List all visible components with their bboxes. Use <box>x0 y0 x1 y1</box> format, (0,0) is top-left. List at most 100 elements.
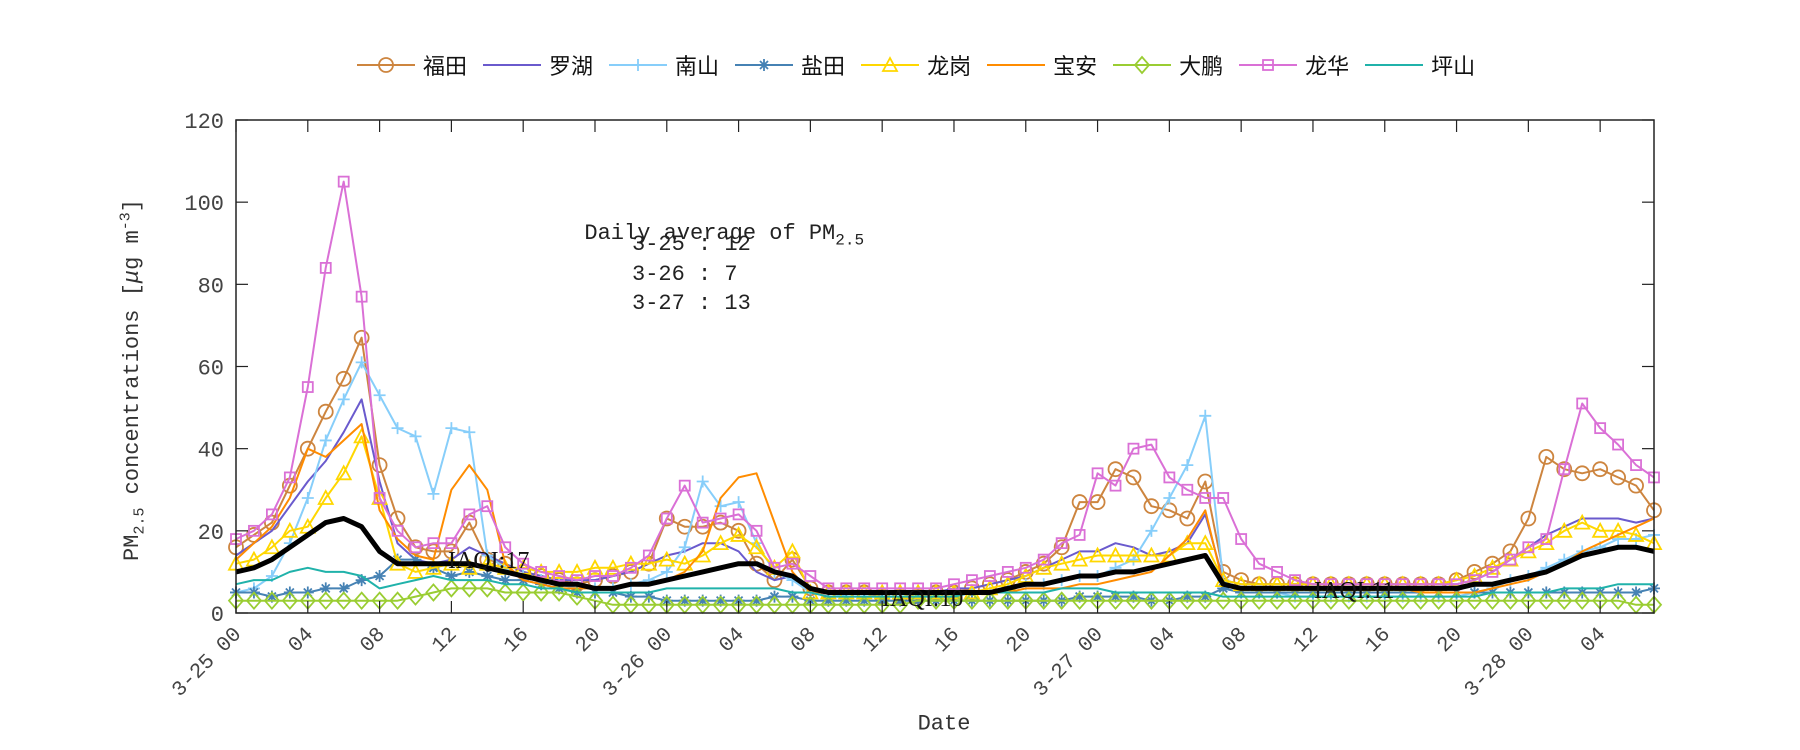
square-marker <box>499 541 512 554</box>
circle-marker <box>353 329 370 346</box>
square-marker <box>714 512 727 525</box>
square-marker <box>481 500 494 513</box>
legend-label: 宝安 <box>1053 55 1098 80</box>
star-marker <box>696 594 709 607</box>
x-tick-label: 16 <box>1362 624 1396 658</box>
square-marker <box>283 471 296 484</box>
star-marker <box>750 594 763 607</box>
x-tick-label: 08 <box>1218 624 1252 658</box>
square-marker <box>248 524 260 537</box>
star-marker <box>758 59 771 71</box>
y-label-close: ] <box>119 199 145 213</box>
star-marker <box>1630 586 1643 599</box>
square-marker <box>445 537 458 550</box>
square-marker <box>265 508 278 521</box>
circle-marker <box>1089 494 1106 510</box>
series-龙华 <box>230 175 1660 595</box>
x-tick-label: 04 <box>1146 624 1180 658</box>
square-marker <box>337 175 350 188</box>
square-marker <box>732 508 745 521</box>
legend-swatch-icon <box>357 57 415 73</box>
circle-marker <box>1053 539 1070 556</box>
square-marker <box>1522 541 1535 554</box>
legend-swatch-icon <box>483 64 542 66</box>
plot-series-group <box>227 175 1663 615</box>
legend-swatch-icon <box>609 59 668 71</box>
square-marker <box>642 549 655 562</box>
diamond-marker <box>425 583 442 602</box>
square-marker <box>750 524 763 537</box>
x-tick-label: 3-28 00 <box>1461 624 1540 703</box>
square-marker <box>1289 574 1301 587</box>
plus-marker <box>463 426 476 439</box>
diamond-marker <box>1412 591 1429 611</box>
triangle-marker <box>748 538 766 555</box>
square-marker <box>427 537 440 550</box>
legend-swatch-icon <box>1113 55 1172 75</box>
triangle-marker <box>1089 546 1107 563</box>
diamond-marker <box>1358 591 1376 611</box>
square-marker <box>1037 553 1050 566</box>
square-marker <box>678 479 691 492</box>
square-marker <box>1235 533 1248 545</box>
square-marker <box>535 566 548 578</box>
plus-marker <box>427 487 440 500</box>
circle-marker <box>730 522 747 539</box>
square-marker <box>553 570 565 582</box>
circle-marker <box>1143 498 1160 515</box>
circle-marker <box>1556 461 1573 478</box>
circle-marker <box>712 514 729 531</box>
legend: 福田 罗湖 南山 盐田 龙岗 宝安 大鹏 龙华 坪山 <box>355 48 1489 82</box>
triangle-marker <box>568 563 586 579</box>
star-marker <box>1073 590 1086 603</box>
plus-marker <box>391 422 404 435</box>
circle-marker <box>1520 510 1537 527</box>
diamond-marker <box>1143 591 1160 611</box>
plus-marker <box>660 565 673 578</box>
triangle-marker <box>1609 521 1627 538</box>
square-marker <box>1217 492 1230 504</box>
star-marker <box>1091 590 1104 603</box>
plus-marker <box>373 389 386 402</box>
plus-marker <box>319 434 332 447</box>
daily-average-3-27: 3-27 : 13 <box>632 291 751 316</box>
square-marker <box>696 516 709 529</box>
y-tick-label: 120 <box>184 110 224 135</box>
diamond-marker <box>909 591 927 611</box>
x-tick-label: 16 <box>931 624 965 658</box>
diamond-marker <box>1502 591 1519 611</box>
diamond-marker <box>1179 591 1196 611</box>
x-tick-label: 20 <box>1003 624 1037 658</box>
square-marker <box>319 261 332 274</box>
diamond-marker <box>999 591 1017 611</box>
legend-swatch-icon <box>1239 59 1298 71</box>
x-tick-label: 08 <box>787 624 821 658</box>
x-tick-label: 04 <box>715 624 749 658</box>
circle-marker <box>1538 448 1555 465</box>
triangle-marker <box>1501 550 1519 567</box>
star-marker <box>822 594 835 607</box>
diamond-marker <box>1286 591 1304 611</box>
y-axis: 0 20 40 60 80 100 120 <box>184 110 1654 628</box>
square-marker <box>355 290 368 303</box>
diamond-marker <box>1215 591 1232 611</box>
square-marker <box>1612 438 1625 451</box>
circle-marker <box>299 440 316 457</box>
star-marker <box>660 594 673 607</box>
star-marker <box>840 594 853 607</box>
y-label-pm: PM <box>119 534 145 561</box>
legend-item: 坪山 <box>1363 49 1475 81</box>
triangle-marker <box>1196 534 1214 551</box>
plus-marker <box>678 541 691 554</box>
plus-marker <box>1163 491 1176 504</box>
x-axis-label: Date <box>917 711 971 737</box>
square-marker <box>948 578 960 591</box>
plus-marker <box>632 59 645 71</box>
diamond-marker <box>263 591 281 611</box>
series-坪山 <box>235 566 1654 598</box>
square-marker <box>1199 492 1212 504</box>
circle-marker <box>658 510 675 527</box>
plus-marker <box>409 430 422 443</box>
x-tick-label: 3-26 00 <box>599 624 678 703</box>
square-marker <box>660 512 673 525</box>
